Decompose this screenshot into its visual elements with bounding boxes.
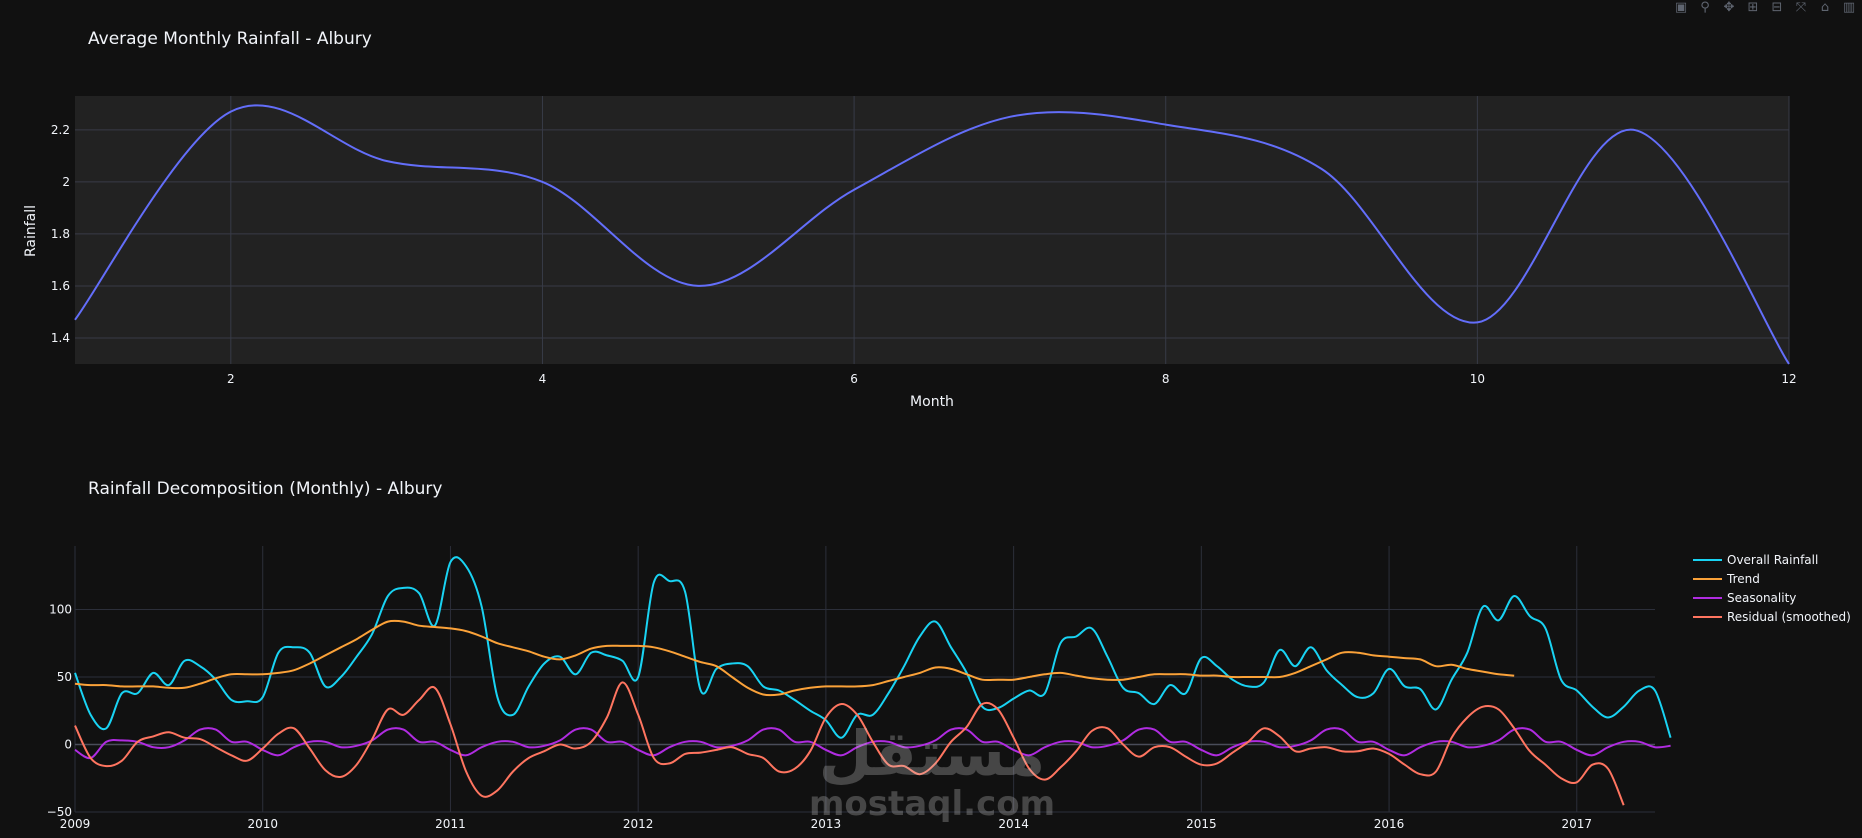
chart1-xtick-label: 12: [1781, 372, 1796, 386]
chart2-xtick-label: 2014: [998, 817, 1029, 831]
chart2-ytick-label: −50: [47, 805, 72, 819]
chart-modebar: ▣ ⚲ ✥ ⊞ ⊟ ⤧ ⌂ ▥: [1672, 0, 1858, 16]
chart2-ytick-label: 50: [57, 670, 72, 684]
watermark-latin: mostaql.com: [809, 784, 1055, 824]
legend-item-label: Overall Rainfall: [1727, 553, 1818, 567]
chart1-ytick-label: 1.8: [51, 227, 70, 241]
chart1-series-line: [74, 104, 1790, 365]
chart1-title: Average Monthly Rainfall - Albury: [88, 29, 372, 49]
chart2-xtick-label: 2017: [1562, 817, 1593, 831]
chart1-xtick-label: 2: [227, 372, 235, 386]
chart1-ytick-label: 2: [62, 175, 70, 189]
chart2-xtick-label: 2016: [1374, 817, 1405, 831]
chart2-series-trend: [74, 619, 1515, 697]
chart2-ytick-label: 0: [64, 737, 72, 751]
chart1-grid: [75, 96, 1790, 364]
chart1-tick-labels: 2 4 6 8 10 12 1.4 1.6 1.8 2 2.2: [51, 123, 1797, 386]
chart2-title: Rainfall Decomposition (Monthly) - Albur…: [88, 479, 442, 499]
chart1-xtick-label: 4: [539, 372, 547, 386]
chart1-xtick-label: 10: [1470, 372, 1485, 386]
chart1-xlabel: Month: [910, 394, 954, 410]
autoscale-icon[interactable]: ⤧: [1795, 0, 1807, 15]
chart1-xtick-label: 6: [850, 372, 858, 386]
camera-icon[interactable]: ▣: [1674, 0, 1688, 15]
chart2-ytick-label: 100: [49, 602, 72, 616]
chart2-tick-labels: 2009 2010 2011 2012 2013 2014 2015 2016 2017 −50 0…: [47, 602, 1592, 831]
chart2-xtick-label: 2010: [247, 817, 278, 831]
chart2-xtick-label: 2013: [811, 817, 842, 831]
legend-item-label: Seasonality: [1727, 591, 1796, 605]
legend-item-label: Trend: [1726, 572, 1760, 586]
chart2-series-overall-rainfall: [74, 556, 1672, 739]
chart2-series-lines: [74, 556, 1672, 806]
chart1-plot-area: [75, 96, 1789, 364]
pan-icon[interactable]: ✥: [1723, 0, 1735, 15]
chart2-legend[interactable]: Overall Rainfall Trend Seasonality Residual…: [1693, 553, 1851, 624]
chart1-ytick-label: 2.2: [51, 123, 70, 137]
chart2-xtick-label: 2012: [623, 817, 654, 831]
chart1-ytick-label: 1.6: [51, 279, 70, 293]
chart2-xtick-label: 2011: [435, 817, 466, 831]
reset-axes-icon[interactable]: ⌂: [1820, 0, 1830, 15]
chart2-xtick-label: 2015: [1186, 817, 1217, 831]
legend-item-label: Residual (smoothed): [1727, 610, 1851, 624]
mostaql-watermark: مستقل mostaql.com: [809, 717, 1055, 824]
chart2-grid: [74, 546, 1655, 813]
zoom-icon[interactable]: ⚲: [1700, 0, 1710, 15]
chart2-xtick-label: 2009: [60, 817, 91, 831]
chart1-xtick-label: 8: [1162, 372, 1170, 386]
zoom-in-icon[interactable]: ⊞: [1747, 0, 1759, 15]
watermark-arabic: مستقل: [819, 717, 1046, 790]
chart2-series-residual-smoothed: [74, 681, 1625, 806]
zoom-out-icon[interactable]: ⊟: [1771, 0, 1783, 15]
plotly-logo-icon[interactable]: ▥: [1842, 0, 1856, 15]
chart1-ylabel: Rainfall: [23, 205, 39, 257]
chart1-ytick-label: 1.4: [51, 331, 70, 345]
